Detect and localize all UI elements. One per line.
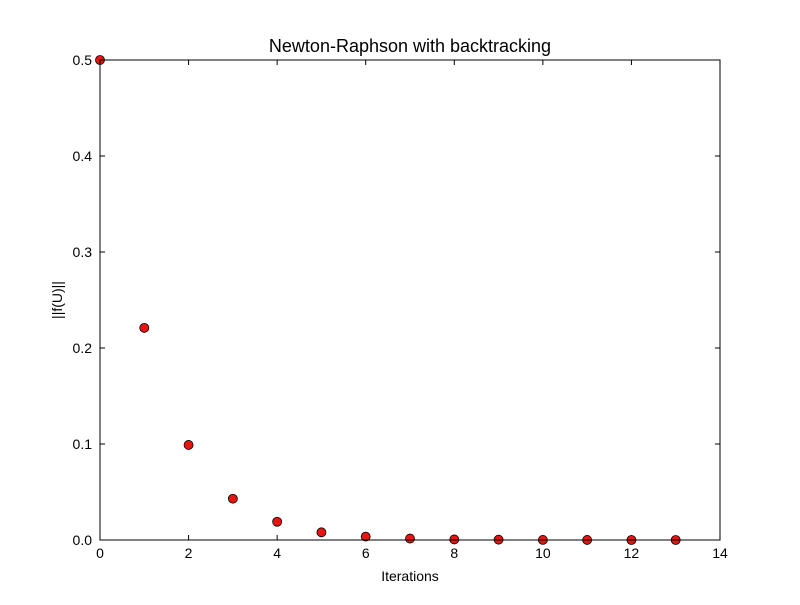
x-tick-label: 4: [273, 545, 281, 561]
x-tick-label: 12: [624, 545, 640, 561]
x-tick-label: 14: [712, 545, 728, 561]
y-tick-label: 0.2: [73, 340, 93, 356]
ticks-layer: 0 2 4 6 8 10 12 14 0.0 0.1 0.2 0.3 0.4 0.5: [73, 52, 728, 561]
y-tick-label: 0.0: [73, 532, 93, 548]
data-point: [183, 440, 194, 450]
x-tick-label: 8: [450, 545, 458, 561]
y-tick-label: 0.4: [73, 148, 93, 164]
x-tick-label: 6: [362, 545, 370, 561]
x-tick-label: 2: [185, 545, 193, 561]
data-point: [272, 516, 283, 527]
points-layer: [95, 55, 681, 545]
y-axis-label: ||f(U)||: [49, 281, 65, 319]
data-point: [227, 493, 238, 504]
y-tick-label: 0.5: [73, 52, 93, 68]
data-point: [405, 533, 415, 544]
x-tick-label: 10: [535, 545, 551, 561]
y-tick-label: 0.3: [73, 244, 93, 260]
data-point: [360, 531, 371, 542]
data-point: [316, 527, 327, 538]
data-point: [139, 322, 150, 333]
x-axis-label: Iterations: [381, 568, 439, 584]
x-tick-label: 0: [96, 545, 104, 561]
data-point: [449, 534, 460, 545]
plot-frame: [99, 59, 721, 541]
chart-title: Newton-Raphson with backtracking: [269, 36, 551, 56]
y-tick-label: 0.1: [73, 436, 93, 452]
